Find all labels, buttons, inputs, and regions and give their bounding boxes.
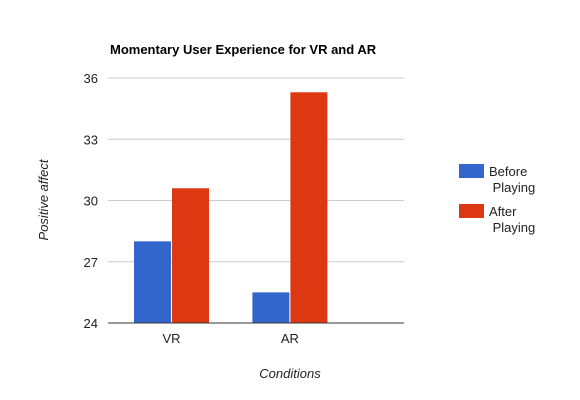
legend: Before Playing After Playing bbox=[459, 164, 535, 235]
y-tick-label: 27 bbox=[84, 255, 98, 270]
chart-title: Momentary User Experience for VR and AR bbox=[110, 42, 377, 57]
x-axis-title: Conditions bbox=[259, 366, 321, 381]
legend-label: After Playing bbox=[489, 204, 535, 235]
x-tick-labels: VR AR bbox=[162, 331, 298, 346]
y-tick-label: 24 bbox=[84, 316, 98, 331]
legend-swatch bbox=[459, 164, 484, 178]
legend-swatch bbox=[459, 204, 484, 218]
bar-vr-before bbox=[134, 241, 171, 323]
gridlines bbox=[108, 77, 404, 263]
x-tick-label: AR bbox=[281, 331, 299, 346]
y-tick-label: 30 bbox=[84, 194, 98, 209]
legend-label: Before Playing bbox=[489, 164, 535, 195]
y-tick-labels: 24 27 30 33 36 bbox=[84, 71, 98, 331]
bars bbox=[134, 92, 328, 324]
bar-ar-before bbox=[252, 292, 290, 323]
y-tick-label: 33 bbox=[84, 132, 98, 147]
x-tick-label: VR bbox=[162, 331, 180, 346]
y-tick-label: 36 bbox=[84, 71, 98, 86]
bar-ar-after bbox=[290, 92, 328, 324]
y-axis-title: Positive affect bbox=[36, 158, 51, 240]
bar-vr-after bbox=[172, 188, 209, 323]
